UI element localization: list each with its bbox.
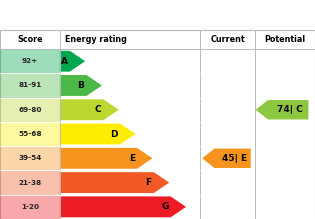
Text: 92+: 92+ (22, 58, 38, 64)
Text: 74| C: 74| C (277, 105, 303, 114)
Polygon shape (60, 75, 102, 96)
Text: 81-91: 81-91 (18, 83, 42, 88)
Bar (0, 73, 60, 98)
Bar (0, 170, 60, 195)
Text: E: E (129, 154, 135, 163)
Text: Energy rating: Energy rating (65, 35, 126, 44)
Polygon shape (256, 100, 308, 119)
Polygon shape (60, 124, 135, 145)
Text: D: D (111, 129, 118, 139)
Text: Current: Current (210, 35, 245, 44)
Polygon shape (60, 148, 152, 169)
Text: 69-80: 69-80 (18, 107, 42, 113)
Text: 1-20: 1-20 (21, 204, 39, 210)
Polygon shape (60, 99, 119, 120)
Text: F: F (146, 178, 152, 187)
Bar (0, 195, 60, 219)
Text: Score: Score (17, 35, 43, 44)
Bar (0, 98, 60, 122)
Polygon shape (60, 51, 85, 72)
Text: B: B (77, 81, 84, 90)
Text: 45| E: 45| E (221, 154, 247, 163)
Text: 55-68: 55-68 (18, 131, 42, 137)
Polygon shape (202, 149, 251, 168)
Bar (0, 49, 60, 73)
Polygon shape (60, 196, 186, 217)
Bar (0, 146, 60, 170)
Text: 39-54: 39-54 (18, 155, 42, 161)
Text: Energy Efficiency Rating: Energy Efficiency Rating (8, 9, 191, 21)
Text: G: G (161, 202, 169, 211)
Text: 21-38: 21-38 (18, 180, 42, 185)
Text: C: C (94, 105, 101, 114)
Polygon shape (60, 172, 169, 193)
Text: Potential: Potential (265, 35, 306, 44)
Text: A: A (60, 57, 67, 66)
Bar (0, 122, 60, 146)
